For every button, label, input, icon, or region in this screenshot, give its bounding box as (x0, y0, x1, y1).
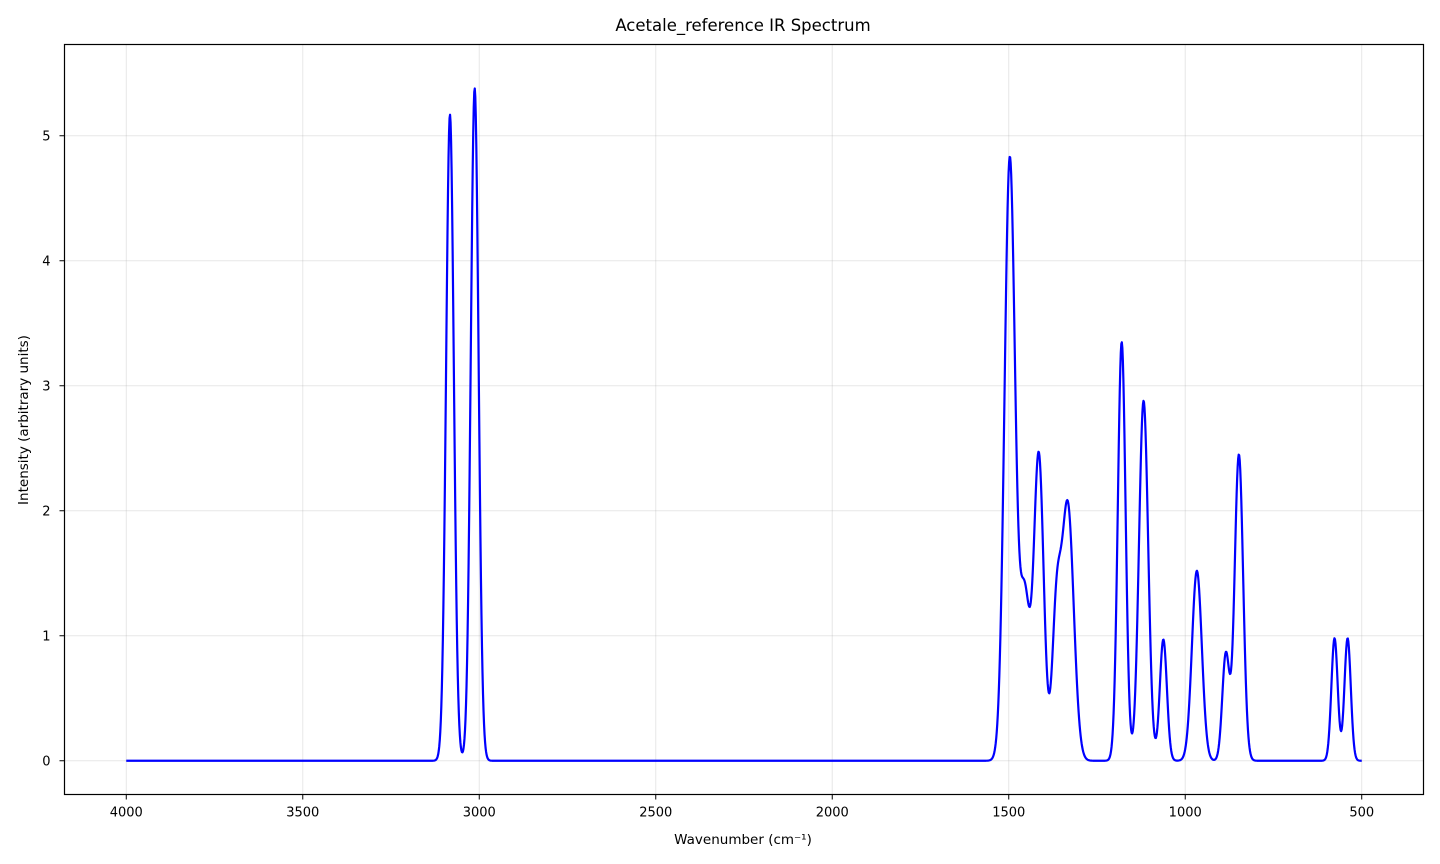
x-tick-label: 1000 (1169, 806, 1202, 821)
x-tick-label: 3000 (463, 806, 496, 821)
axes-frame (63, 43, 1425, 796)
y-axis-label: Intensity (arbitrary units) (16, 335, 32, 505)
plot-area (125, 87, 1363, 762)
x-tick-label: 2500 (639, 806, 672, 821)
y-tick-label: 3 (42, 379, 50, 394)
x-axis-ticks: 4000 3500 3000 2500 2000 1500 1000 500 (110, 794, 1374, 821)
x-tick-label: 500 (1349, 806, 1374, 821)
y-tick-label: 2 (42, 504, 50, 519)
y-tick-label: 4 (42, 254, 50, 269)
y-tick-label: 0 (42, 754, 50, 769)
y-tick-label: 5 (42, 129, 50, 144)
spectrum-line (125, 87, 1363, 762)
y-axis-ticks: 0 1 2 3 4 5 (42, 129, 65, 769)
x-tick-label: 1500 (992, 806, 1025, 821)
x-tick-label: 2000 (816, 806, 849, 821)
x-tick-label: 3500 (286, 806, 319, 821)
y-tick-label: 1 (42, 629, 50, 644)
chart-title: Acetale_reference IR Spectrum (615, 16, 870, 36)
x-tick-label: 4000 (110, 806, 143, 821)
x-axis-label: Wavenumber (cm⁻¹) (674, 832, 812, 848)
